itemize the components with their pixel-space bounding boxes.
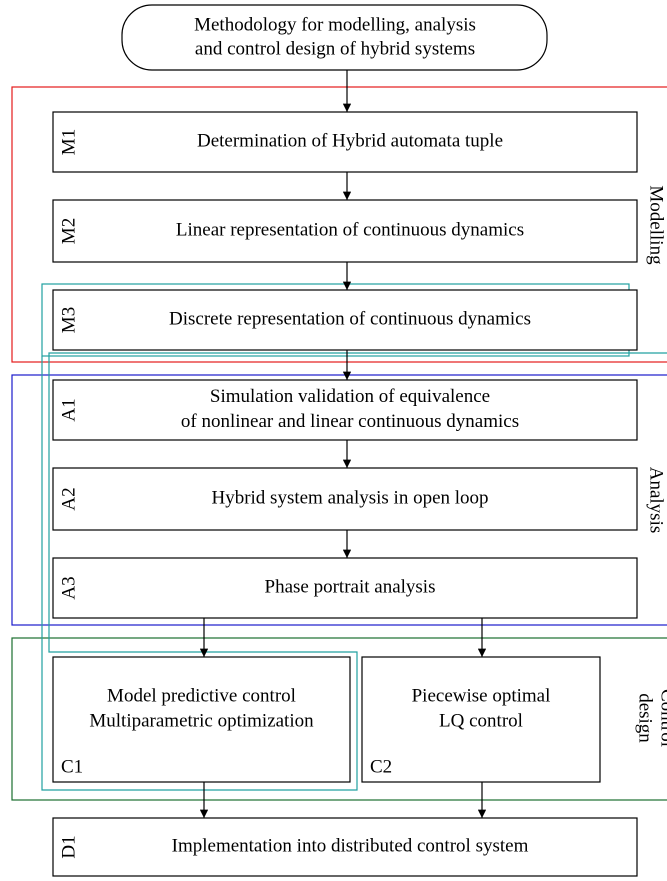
step-box <box>52 656 351 783</box>
step-box <box>52 199 638 263</box>
step-box <box>52 289 638 351</box>
group-label: Analysis <box>646 467 667 534</box>
step-text: Simulation validation of equivalence <box>210 386 490 407</box>
start-text: and control design of hybrid systems <box>195 38 475 59</box>
arrows <box>199 70 487 818</box>
step-box <box>52 557 638 619</box>
step-text: of nonlinear and linear continuous dynam… <box>181 411 519 432</box>
step-text: Implementation into distributed control … <box>172 835 529 856</box>
step-text: Linear representation of continuous dyna… <box>176 219 524 240</box>
step-id: A2 <box>58 487 79 510</box>
group-label: Control <box>657 689 667 747</box>
step-box <box>52 467 638 531</box>
step-id: C1 <box>61 756 83 777</box>
step-id: M3 <box>58 307 79 333</box>
step-text: Piecewise optimal <box>412 685 551 706</box>
step-id: C2 <box>370 756 392 777</box>
group-label: Modelling <box>646 185 667 265</box>
step-id: D1 <box>58 835 79 858</box>
step-box <box>52 379 638 441</box>
step-id: M2 <box>58 218 79 244</box>
teal-outline <box>41 352 667 791</box>
step-text: Multiparametric optimization <box>89 710 314 731</box>
step-id: A3 <box>58 576 79 599</box>
start-box <box>121 4 548 71</box>
step-box <box>52 817 638 877</box>
control-group <box>11 637 667 801</box>
start-text: Methodology for modelling, analysis <box>194 14 476 35</box>
step-text: Model predictive control <box>107 685 296 706</box>
group-label: design <box>635 693 656 743</box>
analysis-group <box>11 374 667 626</box>
step-text: LQ control <box>439 710 523 731</box>
step-text: Hybrid system analysis in open loop <box>211 487 488 508</box>
step-box <box>361 656 601 783</box>
modelling-group <box>11 86 667 363</box>
step-id: A1 <box>58 398 79 421</box>
step-text: Determination of Hybrid automata tuple <box>197 130 503 151</box>
step-text: Discrete representation of continuous dy… <box>169 308 531 329</box>
step-box <box>52 111 638 173</box>
step-text: Phase portrait analysis <box>265 576 436 597</box>
step-id: M1 <box>58 129 79 155</box>
